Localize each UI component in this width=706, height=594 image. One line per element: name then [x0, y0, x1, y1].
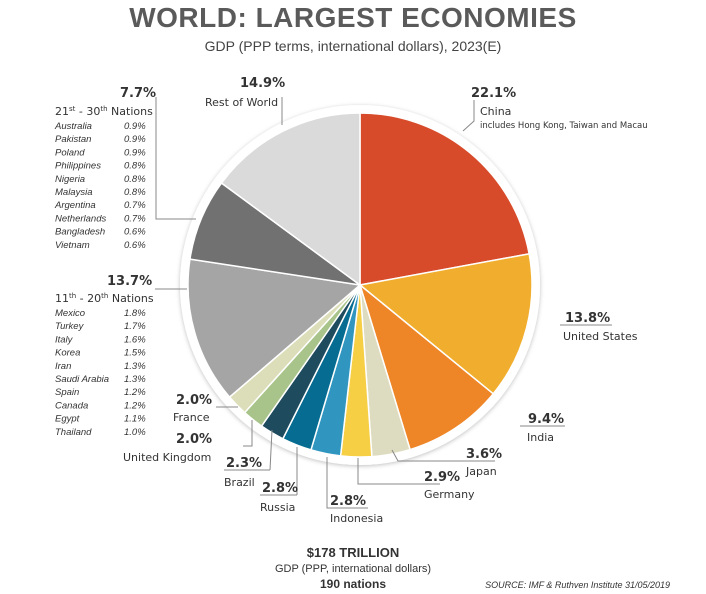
list-21-30: Australia 0.9% Pakistan 0.9% Poland 0.9% Phili…	[54, 121, 146, 251]
pie-slices	[187, 112, 533, 458]
label-indonesia-pct: 2.8%	[330, 494, 366, 509]
list-item-name: Korea	[55, 348, 80, 359]
list-item-value: 1.5%	[124, 348, 146, 359]
list-item-value: 1.6%	[124, 334, 146, 345]
list-item-value: 1.7%	[124, 321, 146, 332]
list-item-value: 0.8%	[124, 161, 146, 172]
list-item-name: Australia	[54, 121, 92, 132]
list-item-value: 1.3%	[124, 374, 146, 385]
label-china-name: China	[480, 105, 511, 118]
list-item-value: 0.7%	[124, 213, 146, 224]
list-item-value: 0.6%	[124, 227, 146, 238]
list-item-name: Vietnam	[55, 240, 90, 251]
label-11-20-heading: 11th - 20th Nations	[55, 292, 154, 305]
label-japan-pct: 3.6%	[466, 447, 502, 462]
label-china-note: includes Hong Kong, Taiwan and Macau	[480, 121, 648, 131]
pie-slice-rest-of-world	[220, 112, 361, 287]
label-uk-pct: 2.0%	[176, 432, 212, 447]
list-item-name: Turkey	[55, 321, 85, 332]
list-item-name: Iran	[55, 361, 71, 372]
source-note: SOURCE: IMF & Ruthven Institute 31/05/20…	[485, 580, 670, 590]
list-item-name: Bangladesh	[55, 227, 105, 238]
list-item-name: Nigeria	[55, 174, 85, 185]
label-us-pct: 13.8%	[565, 311, 610, 326]
list-item-value: 1.2%	[124, 387, 146, 398]
list-item-name: Philippines	[55, 161, 101, 172]
label-indonesia-name: Indonesia	[330, 512, 383, 525]
list-item-value: 1.0%	[124, 427, 146, 438]
label-china-pct: 22.1%	[471, 86, 516, 101]
label-21-30-heading: 21st - 30th Nations	[55, 105, 153, 118]
list-item-name: Canada	[55, 400, 88, 411]
list-item-value: 0.9%	[124, 134, 146, 145]
list-11-20: Mexico 1.8% Turkey 1.7% Italy 1.6% Korea 1.5% Ir…	[55, 308, 146, 438]
nation-count: 190 nations	[319, 577, 387, 591]
label-japan-name: Japan	[465, 465, 497, 478]
list-item-name: Malaysia	[55, 187, 93, 198]
label-germany-pct: 2.9%	[424, 470, 460, 485]
label-germany-name: Germany	[424, 488, 475, 501]
list-item-name: Argentina	[54, 200, 96, 211]
pie-slice-united-states	[358, 252, 533, 395]
label-11-20-pct: 13.7%	[107, 274, 152, 289]
list-item-name: Mexico	[55, 308, 85, 319]
list-item-name: Italy	[55, 334, 74, 345]
label-brazil-pct: 2.3%	[226, 456, 262, 471]
label-brazil-name: Brazil	[224, 476, 255, 489]
list-item-name: Saudi Arabia	[55, 374, 109, 385]
list-item-name: Spain	[55, 387, 79, 398]
pie-slice-china	[359, 112, 531, 286]
list-item-value: 1.1%	[124, 414, 146, 425]
pie-slice-india	[358, 282, 495, 451]
label-row-name: Rest of World	[205, 96, 278, 109]
label-france-name: France	[173, 411, 210, 424]
label-row-pct: 14.9%	[240, 76, 285, 91]
label-russia-pct: 2.8%	[262, 481, 298, 496]
list-item-name: Poland	[55, 147, 85, 158]
list-item-value: 1.3%	[124, 361, 146, 372]
list-item-value: 0.9%	[124, 121, 146, 132]
list-item-value: 0.8%	[124, 187, 146, 198]
pie-slice-11th-20th-nations	[187, 258, 362, 399]
list-item-value: 0.6%	[124, 240, 146, 251]
label-india-name: India	[527, 431, 554, 444]
label-russia-name: Russia	[260, 501, 295, 514]
total-gdp-subtitle: GDP (PPP, international dollars)	[274, 563, 432, 575]
list-item-name: Pakistan	[55, 134, 91, 145]
list-item-name: Netherlands	[55, 213, 106, 224]
label-us-name: United States	[563, 330, 638, 343]
leader-lines	[155, 97, 612, 509]
list-item-name: Egypt	[55, 414, 80, 425]
label-india-pct: 9.4%	[528, 412, 564, 427]
list-item-value: 0.7%	[124, 200, 146, 211]
chart-subtitle: GDP (PPP terms, international dollars), …	[204, 38, 502, 54]
list-item-value: 0.9%	[124, 147, 146, 158]
chart-title: WORLD: LARGEST ECONOMIES	[129, 2, 577, 33]
list-item-value: 1.8%	[124, 308, 146, 319]
list-item-value: 0.8%	[124, 174, 146, 185]
label-21-30-pct: 7.7%	[120, 86, 156, 101]
list-item-value: 1.2%	[124, 400, 146, 411]
list-item-name: Thailand	[55, 427, 92, 438]
label-uk-name: United Kingdom	[123, 451, 211, 464]
label-france-pct: 2.0%	[176, 393, 212, 408]
total-gdp: $178 TRILLION	[306, 545, 400, 560]
